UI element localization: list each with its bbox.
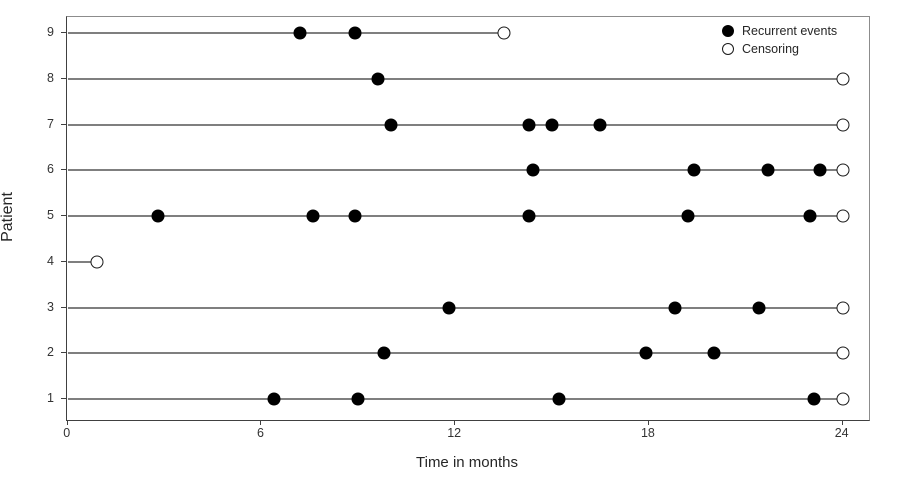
event-marker	[348, 209, 362, 223]
event-marker	[807, 392, 821, 406]
event-marker	[681, 209, 695, 223]
censor-marker	[836, 209, 850, 223]
censor-marker	[836, 392, 850, 406]
patient-line	[67, 398, 843, 400]
censor-marker	[836, 163, 850, 177]
y-tick-label: 4	[47, 253, 54, 268]
y-tick	[61, 169, 66, 171]
y-tick	[61, 32, 66, 33]
open-circle-icon	[722, 42, 734, 55]
y-tick-label: 8	[47, 70, 54, 85]
x-tick	[647, 420, 649, 425]
event-marker	[522, 118, 536, 131]
event-marker	[526, 163, 540, 177]
event-marker	[377, 346, 391, 360]
y-tick-label: 3	[47, 299, 54, 314]
patient-line	[67, 260, 97, 263]
x-tick-label: 12	[447, 426, 462, 440]
patient-line	[67, 215, 843, 217]
censor-marker	[497, 26, 511, 40]
patient-line	[67, 77, 843, 80]
event-marker	[639, 346, 653, 360]
event-marker	[522, 209, 536, 223]
event-marker	[687, 163, 701, 177]
patient-line	[67, 32, 504, 34]
y-tick	[61, 123, 66, 125]
y-tick-label: 1	[47, 391, 54, 405]
censor-marker	[836, 346, 850, 360]
x-tick-label: 0	[63, 426, 71, 440]
y-axis-title: Patient	[0, 192, 16, 242]
patient-line	[67, 123, 843, 126]
event-marker	[752, 301, 766, 314]
x-tick-label: 24	[834, 426, 849, 440]
event-marker	[306, 209, 320, 223]
x-tick	[841, 420, 843, 425]
censor-marker	[836, 301, 850, 314]
patient-line	[67, 352, 843, 355]
censor-marker	[90, 255, 104, 269]
legend-label: Recurrent events	[742, 23, 838, 38]
legend-item-censoring: Censoring	[722, 41, 837, 56]
y-tick-label: 9	[47, 25, 54, 39]
event-marker	[442, 301, 456, 314]
y-tick	[61, 398, 66, 399]
patient-line	[67, 169, 843, 172]
x-tick	[66, 420, 68, 425]
legend-label: Censoring	[742, 41, 799, 56]
event-marker	[813, 163, 827, 177]
x-tick-label: 6	[256, 426, 264, 440]
censor-marker	[836, 118, 850, 131]
event-marker	[707, 346, 720, 360]
y-tick	[61, 352, 66, 354]
x-tick-label: 18	[640, 426, 655, 440]
event-marker	[384, 118, 398, 131]
y-tick	[61, 306, 66, 308]
event-marker	[545, 118, 559, 131]
event-marker	[351, 392, 365, 406]
event-marker	[348, 26, 362, 40]
y-tick-label: 2	[47, 345, 54, 360]
y-tick	[61, 77, 66, 79]
event-marker	[668, 301, 682, 314]
legend: Recurrent events Censoring	[722, 23, 837, 56]
filled-circle-icon	[722, 24, 734, 37]
x-tick	[260, 420, 262, 425]
event-marker	[552, 392, 565, 406]
event-marker	[151, 209, 165, 223]
event-marker	[267, 392, 281, 406]
y-tick	[61, 215, 66, 216]
censor-marker	[836, 72, 850, 86]
plot-area	[66, 16, 870, 421]
event-marker	[803, 209, 817, 223]
y-tick-label: 7	[47, 116, 54, 131]
x-tick	[454, 420, 456, 425]
y-tick-label: 5	[47, 208, 54, 222]
event-marker	[761, 163, 775, 177]
y-tick-label: 6	[47, 162, 54, 177]
event-marker	[371, 72, 385, 86]
event-marker	[593, 118, 607, 131]
y-tick	[61, 260, 66, 262]
x-axis-title: Time in months	[416, 454, 518, 471]
legend-item-recurrent-events: Recurrent events	[722, 23, 837, 38]
event-marker	[293, 26, 307, 40]
